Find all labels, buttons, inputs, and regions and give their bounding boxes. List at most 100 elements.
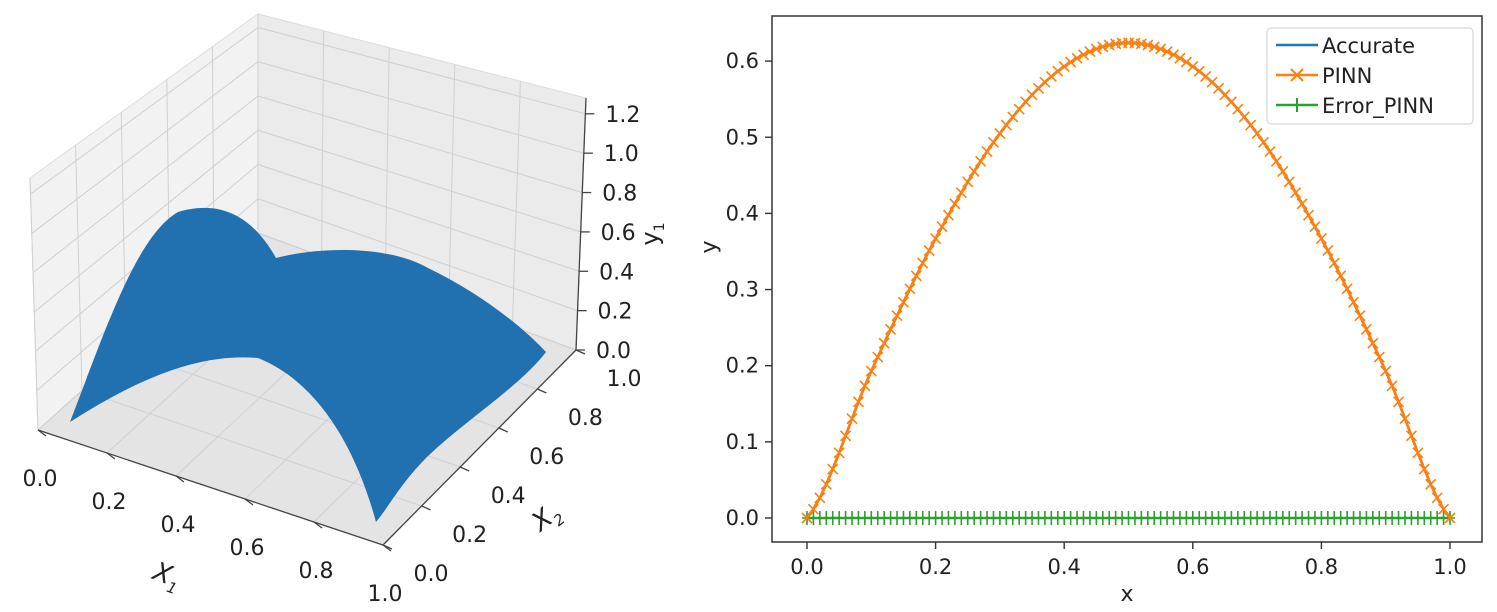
marker-pinn bbox=[846, 413, 858, 425]
marker-pinn bbox=[1180, 56, 1192, 68]
grid-line-z bbox=[257, 164, 580, 272]
marker-pinn bbox=[949, 198, 961, 210]
x2-tick bbox=[459, 466, 470, 472]
marker-pinn bbox=[1238, 111, 1250, 123]
x1-tick bbox=[313, 521, 323, 529]
marker-pinn bbox=[1418, 463, 1430, 475]
marker-pinn bbox=[1000, 119, 1012, 131]
marker-pinn bbox=[917, 257, 929, 269]
marker-pinn bbox=[930, 232, 942, 245]
y1-axis-line bbox=[575, 97, 587, 351]
x1-axis-label: X1 bbox=[146, 556, 185, 598]
marker-pinn bbox=[1045, 70, 1057, 83]
marker-pinn bbox=[878, 337, 890, 349]
marker-pinn bbox=[1052, 65, 1064, 77]
marker-pinn bbox=[1167, 49, 1180, 61]
grid-line-z bbox=[257, 61, 584, 154]
y1-tick-label: 1.2 bbox=[605, 103, 640, 128]
marker-pinn bbox=[1328, 257, 1340, 269]
marker-pinn bbox=[820, 478, 832, 490]
legend-entry-pinn: PINN bbox=[1276, 64, 1372, 88]
marker-pinn bbox=[981, 146, 993, 158]
y1-tick-label: 0.6 bbox=[601, 221, 636, 246]
marker-pinn bbox=[1283, 176, 1295, 188]
y-axis-label: y bbox=[697, 240, 722, 253]
marker-pinn bbox=[1438, 503, 1450, 515]
marker-pinn bbox=[1392, 396, 1405, 408]
x2-tick-label: 0.6 bbox=[529, 445, 564, 470]
ticks-3d: 0.00.20.40.60.81.00.00.20.40.60.81.00.00… bbox=[23, 103, 642, 607]
x2-tick bbox=[575, 349, 586, 355]
x2-tick-label: 0.0 bbox=[414, 562, 449, 587]
marker-pinn bbox=[936, 221, 948, 233]
marker-pinn bbox=[1425, 478, 1437, 490]
marker-pinn bbox=[1341, 283, 1353, 295]
marker-pinn bbox=[827, 463, 839, 475]
x1-tick bbox=[37, 429, 47, 437]
marker-pinn bbox=[1270, 155, 1282, 167]
marker-pinn bbox=[1412, 447, 1424, 459]
marker-pinn bbox=[1335, 270, 1347, 282]
x2-tick-label: 0.8 bbox=[568, 406, 603, 431]
y-tick-label: 0.0 bbox=[726, 506, 759, 530]
x1-tick bbox=[244, 498, 254, 506]
grid-line-z bbox=[257, 129, 581, 233]
series-group bbox=[801, 37, 1456, 525]
marker-pinn bbox=[942, 209, 955, 221]
x1-tick-label: 0.8 bbox=[299, 559, 334, 584]
legend-box bbox=[1266, 27, 1474, 125]
marker-pinn bbox=[1302, 209, 1315, 221]
x1-tick bbox=[106, 452, 116, 460]
y-tick-label: 0.1 bbox=[726, 430, 759, 454]
x1-tick bbox=[175, 475, 185, 483]
marker-pinn bbox=[1309, 221, 1321, 233]
surface bbox=[70, 207, 546, 522]
x-tick-label: 0.4 bbox=[1047, 555, 1080, 579]
grid-line-z bbox=[257, 95, 583, 194]
marker-pinn bbox=[955, 187, 967, 199]
y1-tick-label: 0.4 bbox=[599, 260, 634, 285]
marker-pinn bbox=[1386, 380, 1398, 392]
marker-pinn bbox=[814, 492, 826, 504]
legend-entry-accurate: Accurate bbox=[1276, 34, 1415, 58]
y1-tick-label: 0.0 bbox=[596, 339, 631, 364]
x-tick-label: 0.8 bbox=[1305, 555, 1338, 579]
marker-pinn bbox=[1077, 49, 1090, 61]
grid-line-z bbox=[257, 198, 578, 312]
marker-pinn bbox=[1232, 103, 1244, 115]
x1-axis-line bbox=[37, 429, 384, 546]
x2-tick bbox=[382, 544, 393, 550]
marker-pinn bbox=[1090, 43, 1102, 55]
marker-pinn bbox=[1084, 46, 1096, 58]
marker-pinn bbox=[1399, 413, 1411, 425]
legend-x-marker-pinn bbox=[1290, 68, 1304, 82]
marker-pinn bbox=[852, 396, 865, 408]
x2-tick-label: 1.0 bbox=[607, 367, 642, 392]
grid-line-z-wall bbox=[32, 95, 259, 273]
x2-tick-label: 0.2 bbox=[452, 523, 487, 548]
y1-tick-label: 0.8 bbox=[602, 182, 637, 207]
marker-pinn bbox=[859, 380, 871, 392]
marker-pinn bbox=[1264, 146, 1276, 158]
marker-pinn bbox=[1155, 43, 1167, 55]
y-tick-label: 0.5 bbox=[726, 125, 759, 149]
grid-line-x2-wall bbox=[75, 145, 83, 391]
x-tick-label: 1.0 bbox=[1433, 555, 1466, 579]
marker-pinn bbox=[1444, 512, 1456, 524]
marker-pinn bbox=[1193, 65, 1205, 77]
marker-pinn bbox=[801, 512, 813, 524]
x-axis-label: x bbox=[1120, 582, 1133, 607]
marker-pinn bbox=[968, 165, 980, 177]
marker-pinn bbox=[1097, 41, 1109, 53]
y1-tick-label: 0.2 bbox=[598, 300, 633, 325]
legend-label-pinn: PINN bbox=[1322, 64, 1372, 88]
grid-line-x1-wall bbox=[321, 30, 325, 257]
marker-pinn bbox=[1065, 56, 1077, 68]
marker-pinn bbox=[1354, 310, 1366, 322]
x1-tick-label: 0.4 bbox=[161, 513, 196, 538]
x2-axis-line bbox=[382, 349, 577, 546]
axes-2d: 0.0 0.2 0.4 0.6 0.8 1.0 0.0 0.1 0.2 0.3 0.4 0.5 0.6 bbox=[726, 49, 1467, 579]
marker-pinn bbox=[904, 283, 916, 295]
grid-line-x1-wall bbox=[384, 47, 390, 280]
marker-pinn bbox=[1347, 296, 1360, 308]
